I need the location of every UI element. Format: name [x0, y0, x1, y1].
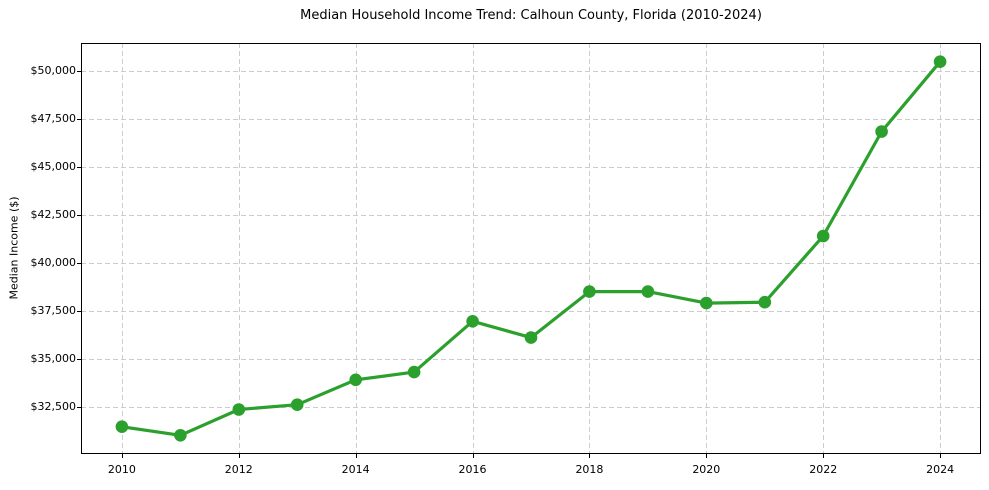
- data-point-marker-2012: [232, 403, 246, 416]
- trend-line: [120, 60, 942, 437]
- x-tick-label: 2020: [692, 463, 721, 476]
- y-tick-label: $50,000: [30, 64, 77, 78]
- y-tick-label: $45,000: [30, 160, 77, 174]
- data-point-marker-2013: [290, 398, 304, 412]
- data-point-marker-2024: [933, 55, 947, 68]
- y-tick-label: $42,500: [30, 207, 77, 221]
- x-tick-label: 2014: [341, 463, 370, 476]
- y-tick-label: $47,500: [30, 112, 77, 126]
- plot-border: [81, 43, 981, 454]
- x-tick-label: 2012: [224, 463, 253, 476]
- data-point-marker-2021: [758, 295, 772, 309]
- chart-title: Median Household Income Trend: Calhoun C…: [300, 8, 762, 23]
- y-tick-label: $35,000: [30, 351, 77, 365]
- data-point-marker-2022: [816, 229, 830, 243]
- data-point-marker-2017: [524, 331, 538, 344]
- x-tick-label: 2010: [107, 463, 136, 476]
- x-tick-label: 2018: [575, 463, 604, 476]
- data-point-marker-2010: [115, 420, 129, 434]
- y-tick-label: $32,500: [30, 399, 77, 413]
- y-tick-label: $37,500: [30, 303, 77, 317]
- x-tick-label: 2016: [458, 463, 487, 476]
- data-point-marker-2016: [466, 315, 479, 328]
- x-tick-label: 2022: [809, 463, 838, 476]
- data-point-marker-2011: [174, 429, 187, 442]
- data-point-marker-2015: [407, 365, 421, 379]
- data-point-marker-2023: [875, 125, 888, 138]
- data-point-marker-2014: [349, 373, 363, 387]
- data-point-marker-2019: [641, 285, 655, 298]
- y-tick-label: $40,000: [30, 255, 77, 269]
- x-tick-label: 2024: [926, 463, 955, 476]
- data-point-marker-2018: [583, 285, 596, 298]
- data-point-marker-2020: [700, 296, 713, 310]
